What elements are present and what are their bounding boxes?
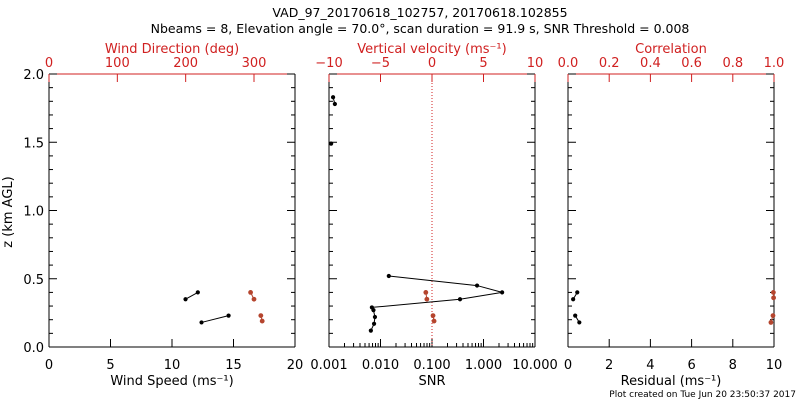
series-segment-snr-0-7 [388, 275, 478, 287]
data-point-residual-0-3 [575, 290, 580, 295]
top-tick-label-wind-2: 200 [173, 56, 198, 71]
data-point-residual-1-3 [770, 290, 776, 295]
series-segment-snr-0-6 [476, 285, 503, 293]
top-tick-label-snr-3: 5 [479, 56, 487, 71]
top-tick-label-residual-5: 1.0 [764, 56, 785, 71]
toplabel-residual: Correlation [635, 42, 707, 57]
data-point-snr-0-11 [330, 95, 336, 100]
top-tick-label-wind-0: 0 [45, 56, 53, 71]
ytick-label-2: 1.0 [23, 205, 44, 220]
xlabel-wind: Wind Speed (ms⁻¹) [110, 374, 233, 389]
top-tick-label-wind-1: 100 [105, 56, 130, 71]
ytick-label-0: 0.0 [23, 341, 44, 356]
series-segment-snr-0-4 [371, 298, 461, 308]
xtick-label-snr-3: 1.000 [465, 358, 502, 373]
footer-created-text: Plot created on Tue Jun 20 23:50:37 2017 [609, 390, 796, 400]
data-point-snr-1-2 [424, 296, 430, 302]
figure-title-line1: VAD_97_20170618_102757, 20170618.102855 [272, 5, 567, 20]
data-point-wind-1-2 [251, 296, 257, 302]
xtick-label-wind-3: 15 [225, 358, 242, 373]
xtick-label-residual-5: 10 [766, 358, 783, 373]
data-point-snr-1-1 [430, 313, 436, 319]
data-point-residual-1-0 [768, 320, 774, 325]
data-point-snr-0-4 [369, 305, 374, 310]
data-point-snr-0-2 [372, 314, 378, 320]
data-point-snr-0-9 [329, 141, 334, 146]
series-segment-snr-0-5 [459, 291, 503, 300]
data-point-snr-0-5 [457, 297, 463, 302]
series-segment-wind-0-1 [185, 291, 199, 300]
xtick-label-residual-3: 6 [687, 358, 695, 373]
top-tick-label-residual-2: 0.4 [640, 56, 661, 71]
data-point-snr-0-0 [368, 328, 373, 333]
data-point-snr-0-1 [371, 321, 377, 326]
top-tick-label-snr-2: 0 [428, 56, 436, 71]
top-tick-label-residual-4: 0.8 [722, 56, 743, 71]
xtick-label-wind-2: 10 [164, 358, 181, 373]
xtick-label-residual-2: 4 [646, 358, 654, 373]
top-tick-label-snr-0: −10 [315, 56, 342, 71]
y-axis-label: z (km AGL) [1, 176, 16, 247]
data-point-snr-0-7 [474, 283, 480, 288]
data-point-residual-1-1 [770, 313, 776, 319]
toplabel-wind: Wind Direction (deg) [105, 42, 239, 57]
xlabel-snr: SNR [418, 374, 445, 389]
ytick-label-1: 0.5 [23, 273, 44, 288]
xtick-label-snr-4: 10.000 [512, 358, 558, 373]
xtick-label-residual-4: 8 [729, 358, 737, 373]
top-tick-label-residual-0: 0.0 [558, 56, 579, 71]
data-point-residual-0-1 [573, 313, 578, 318]
data-point-wind-1-0 [259, 318, 265, 324]
ytick-label-3: 1.5 [23, 136, 44, 151]
ytick-label-4: 2.0 [23, 68, 44, 83]
data-point-residual-0-0 [577, 320, 582, 325]
data-point-snr-0-8 [386, 273, 391, 279]
data-point-wind-0-2 [183, 297, 188, 302]
top-tick-label-residual-1: 0.2 [599, 56, 620, 71]
data-point-wind-0-3 [195, 290, 200, 295]
xtick-label-residual-1: 2 [605, 358, 613, 373]
xtick-label-wind-0: 0 [45, 358, 53, 373]
panel-snr: 0.001 0.010 0.100 1.000 10.000 −10 −5 0 5 10 SNR Ve… [310, 42, 557, 389]
data-point-wind-0-1 [226, 313, 231, 318]
data-point-snr-0-10 [332, 101, 337, 107]
data-point-snr-1-3 [423, 290, 429, 295]
top-tick-label-snr-1: −5 [371, 56, 390, 71]
xtick-label-snr-1: 0.010 [362, 358, 399, 373]
xlabel-residual: Residual (ms⁻¹) [621, 374, 722, 389]
panel-residual: 0 2 4 6 8 10 0.0 0.2 0.4 0.6 0.8 1.0 Residual (ms⁻¹)… [558, 42, 785, 389]
data-point-snr-0-6 [500, 290, 505, 295]
data-point-wind-0-0 [199, 320, 204, 325]
data-point-snr-1-0 [431, 318, 437, 324]
xtick-label-snr-0: 0.001 [310, 358, 347, 373]
xtick-label-wind-1: 5 [106, 358, 114, 373]
data-point-residual-1-2 [771, 295, 776, 301]
xtick-label-snr-2: 0.100 [413, 358, 450, 373]
top-tick-label-residual-3: 0.6 [681, 56, 702, 71]
data-point-residual-0-2 [571, 297, 576, 302]
toplabel-snr: Vertical velocity (ms⁻¹) [357, 42, 506, 57]
data-point-wind-1-1 [258, 313, 264, 319]
top-tick-label-wind-3: 300 [242, 56, 267, 71]
data-point-wind-1-3 [248, 290, 253, 295]
figure-title-line2: Nbeams = 8, Elevation angle = 70.0°, sca… [151, 21, 690, 36]
xtick-label-wind-4: 20 [287, 358, 304, 373]
xtick-label-residual-0: 0 [564, 358, 572, 373]
series-segment-wind-0-0 [201, 315, 229, 323]
top-tick-label-snr-4: 10 [527, 56, 544, 71]
